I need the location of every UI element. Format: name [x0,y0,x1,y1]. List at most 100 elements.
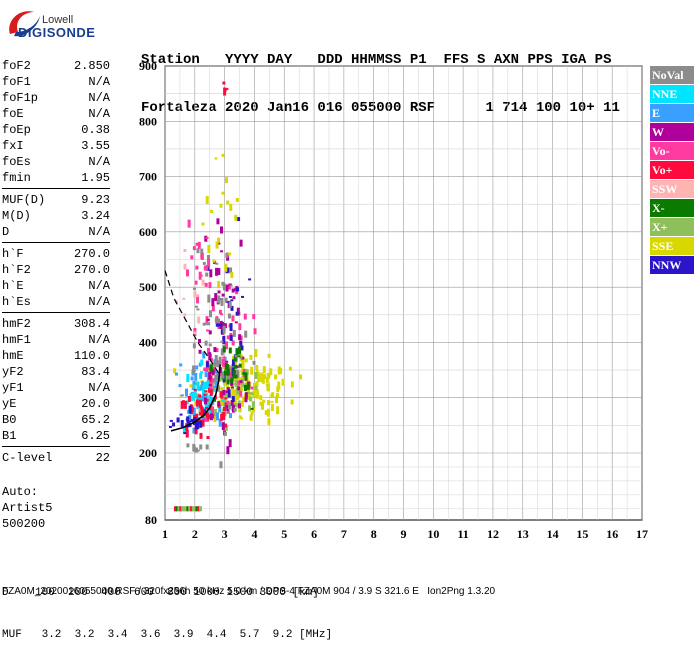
echo-point [250,407,254,410]
echo-point [203,409,207,416]
param-value: 9.23 [81,193,110,207]
x-tick-label: 1 [162,527,168,541]
echo-point [252,360,256,365]
low-band-point [197,506,201,512]
echo-point [201,222,205,226]
param-row: MUF(D) 9.23 [2,192,110,208]
echo-point [211,298,215,307]
echo-point [218,418,222,427]
param-row: h`Es N/A [2,294,110,310]
echo-point [234,321,238,324]
echo-point [238,415,242,419]
echo-point [208,402,212,406]
x-tick-label: 6 [311,527,317,541]
param-name: foEs [2,155,31,169]
echo-point [207,294,211,303]
echo-point [199,372,203,379]
x-tick-label: 17 [636,527,648,541]
echo-point [241,356,245,360]
echo-point [262,399,266,403]
logo-line1: Lowell [42,14,74,26]
echo-point [215,323,219,327]
echo-point [235,388,239,392]
echo-point [196,400,200,404]
echo-point [213,347,217,353]
param-name: fxI [2,139,24,153]
param-value: 6.25 [81,429,110,443]
echo-point [200,248,204,255]
echo-point [237,386,241,391]
echo-point [231,359,235,367]
echo-point [209,269,213,278]
header-values: Fortaleza 2020 Jan16 016 055000 RSF 1 71… [141,100,620,116]
echo-point [238,403,242,409]
low-band-point [182,506,186,512]
echo-point [215,348,219,353]
echo-point [240,400,244,407]
echo-point [229,334,233,341]
echo-point [236,369,240,378]
echo-point [235,311,239,316]
param-value: 83.4 [81,365,110,379]
echo-point [189,393,193,402]
param-name: h`F [2,247,24,261]
y-tick-label: 600 [139,225,157,239]
x-tick-label: 8 [371,527,377,541]
echo-point [221,358,225,367]
echo-point [229,267,233,274]
echo-point [259,395,263,401]
echo-point [199,444,203,450]
echo-point [230,377,234,384]
echo-point [208,371,212,380]
echo-point [218,309,222,314]
echo-point [183,313,187,317]
x-tick-label: 4 [251,527,257,541]
echo-point [234,380,238,388]
echo-point [223,398,227,403]
echo-point [250,366,254,375]
echo-point [212,397,216,402]
echo-point [226,375,230,382]
distance-row: D 100 200 400 600 800 1000 1500 3000 [km… [2,587,319,599]
echo-point [195,265,199,270]
param-name: B1 [2,429,17,443]
param-value: N/A [88,107,110,121]
echo-point [219,313,223,316]
echo-point [221,191,225,195]
echo-point [229,203,233,211]
echo-point [233,288,237,292]
y-tick-label: 80 [145,513,157,527]
echo-point [198,394,202,398]
y-tick-label: 400 [139,335,157,349]
legend-entry: Vo+ [650,161,694,179]
echo-point [192,246,196,251]
echo-point [290,399,294,405]
legend-entry: SSW [650,180,694,198]
echo-point [255,369,259,372]
echo-point [189,404,193,407]
param-name: h`F2 [2,263,31,277]
echo-point [235,285,239,289]
station-header: Station YYYY DAY DDD HHMMSS P1 FFS S AXN… [141,20,620,132]
echo-point [194,390,198,393]
echo-point [190,255,194,260]
echo-point [223,406,227,411]
echo-point [192,427,196,434]
param-row: foF2 2.850 [2,58,110,74]
legend-entry: NoVal [650,66,694,84]
echo-point [199,420,203,428]
echo-point [231,315,235,322]
echo-point [210,413,214,417]
param-row: fxI 3.55 [2,138,110,154]
echo-point [226,400,230,409]
echo-point [233,399,237,408]
echo-point [195,365,199,370]
echo-point [194,401,198,406]
echo-point [183,263,187,270]
echo-point [199,274,203,277]
echo-point [233,357,237,362]
echo-point [196,295,200,304]
echo-point [214,293,218,302]
muf-row: MUF 3.2 3.2 3.4 3.6 3.9 4.4 5.7 9.2 [MHz… [2,629,333,641]
legend-entry: X- [650,199,694,217]
